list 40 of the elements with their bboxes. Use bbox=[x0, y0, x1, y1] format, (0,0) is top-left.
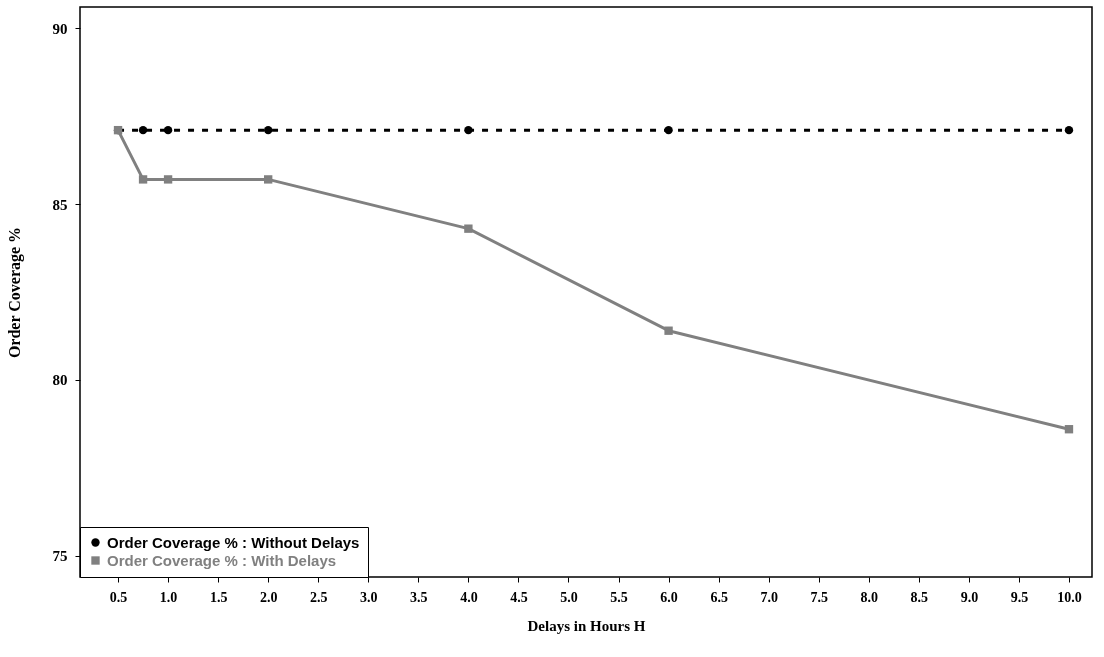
x-tick-label: 3.5 bbox=[410, 589, 428, 605]
x-tick-label: 6.0 bbox=[660, 589, 678, 605]
x-tick-label: 5.0 bbox=[560, 589, 578, 605]
point bbox=[163, 175, 173, 184]
x-tick-label: 10.0 bbox=[1057, 589, 1082, 605]
x-tick-label: 7.5 bbox=[810, 589, 828, 605]
point bbox=[464, 224, 473, 233]
point bbox=[264, 125, 273, 135]
point bbox=[138, 125, 148, 135]
point bbox=[163, 125, 173, 135]
x-tick-label: 9.5 bbox=[1010, 589, 1029, 605]
y-tick-label: 85 bbox=[52, 196, 68, 213]
x-tick-label: 1.0 bbox=[159, 589, 178, 605]
point bbox=[264, 175, 273, 184]
x-tick-label: 7.0 bbox=[760, 589, 778, 605]
point bbox=[664, 326, 673, 335]
x-tick-label: 1.5 bbox=[209, 589, 228, 605]
x-axis-title: Delays in Hours H bbox=[527, 617, 646, 634]
x-tick-label: 6.5 bbox=[710, 589, 728, 605]
x-tick-label: 3.0 bbox=[360, 589, 378, 605]
x-tick-label: 0.5 bbox=[109, 589, 128, 605]
legend-label: Order Coverage % : With Delays bbox=[107, 551, 337, 569]
y-tick-label: 90 bbox=[52, 20, 68, 37]
x-tick-label: 2.0 bbox=[259, 589, 278, 605]
point bbox=[138, 175, 148, 184]
y-tick-label: 75 bbox=[52, 548, 68, 565]
x-tick-label: 4.5 bbox=[510, 589, 528, 605]
legend-label: Order Coverage % : Without Delays bbox=[107, 533, 360, 551]
point bbox=[464, 125, 473, 135]
point bbox=[1064, 125, 1074, 135]
x-tick-label: 8.0 bbox=[860, 589, 879, 605]
x-tick-label: 5.5 bbox=[610, 589, 628, 605]
x-tick-label: 8.5 bbox=[910, 589, 929, 605]
point bbox=[1064, 425, 1074, 434]
y-axis-title: Order Coverage % bbox=[5, 226, 24, 359]
point bbox=[664, 125, 673, 135]
y-tick-label: 80 bbox=[52, 372, 68, 389]
x-tick-label: 2.5 bbox=[309, 589, 328, 605]
x-tick-label: 9.0 bbox=[960, 589, 979, 605]
x-tick-label: 4.0 bbox=[460, 589, 478, 605]
